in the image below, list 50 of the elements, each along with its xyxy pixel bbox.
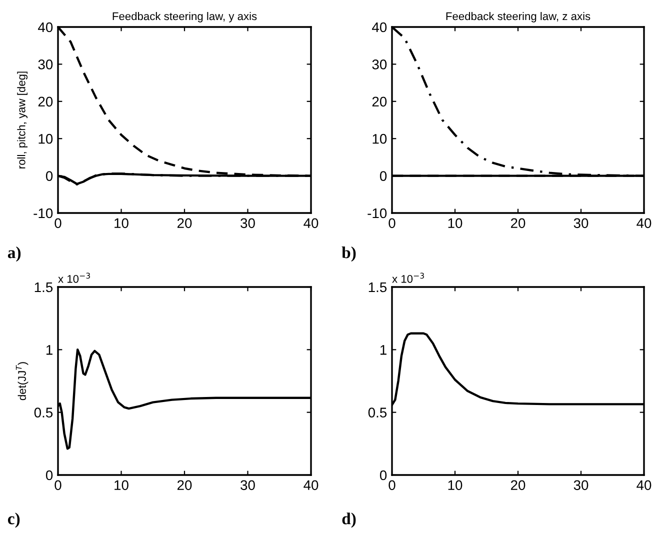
y-tick-label: 0 — [380, 171, 387, 181]
y-tick-label: 0.5 — [34, 408, 53, 418]
y-axis-title: roll, pitch, yaw [deg] — [17, 72, 28, 168]
y-tick-label: 40 — [372, 22, 387, 32]
text: c) — [8, 512, 20, 528]
text: x 10$^{−3}$ — [58, 272, 90, 283]
text: d) — [342, 512, 356, 528]
y-tick-label: 20 — [38, 96, 53, 107]
x-tick-label: 10 — [114, 218, 128, 228]
x-tick-label: 40 — [304, 218, 318, 228]
y-tick-label: 10 — [372, 134, 387, 144]
x-tick-label: 10 — [114, 480, 128, 490]
y-tick-label: 30 — [372, 60, 387, 70]
x-tick-label: 20 — [510, 480, 526, 490]
y-tick-label: -10 — [368, 208, 387, 218]
x-tick-label: 10 — [448, 218, 462, 228]
y-tick-label: 0.5 — [368, 408, 387, 418]
x-tick-label: 30 — [574, 480, 588, 490]
chart-title: Feedback steering law, y axis — [112, 12, 257, 22]
y-tick-label: -10 — [34, 208, 53, 218]
y-tick-label: 20 — [372, 96, 387, 107]
text: b) — [342, 246, 356, 262]
x-tick-label: 20 — [177, 218, 192, 228]
y-tick-label: 0 — [46, 171, 53, 181]
x-tick-label: 20 — [177, 480, 192, 490]
x-tick-label: 0 — [388, 218, 396, 228]
y-tick-label: 10 — [38, 134, 53, 144]
y-tick-label: 0 — [46, 470, 53, 480]
y-tick-label: 1 — [46, 345, 52, 355]
x-tick-label: 40 — [636, 218, 652, 228]
x-tick-label: 20 — [510, 218, 526, 228]
x-tick-label: 30 — [240, 218, 255, 228]
x-tick-label: 0 — [54, 480, 62, 490]
x-tick-label: 40 — [304, 480, 318, 490]
chart-title: Feedback steering law, z axis — [446, 12, 590, 22]
x-tick-label: 10 — [448, 480, 462, 490]
y-tick-label: 30 — [38, 60, 53, 70]
x-tick-label: 30 — [574, 218, 588, 228]
y-tick-label: 1.5 — [368, 282, 387, 292]
x-tick-label: 0 — [388, 480, 396, 490]
y-tick-label: 40 — [38, 22, 53, 32]
y-tick-label: 1 — [380, 345, 386, 355]
x-tick-label: 40 — [636, 480, 652, 490]
y-axis-title: det(JJ$^{T}$) — [16, 362, 28, 400]
y-tick-label: 1.5 — [34, 282, 53, 292]
text: a) — [8, 246, 21, 262]
x-tick-label: 0 — [54, 218, 62, 228]
y-tick-label: 0 — [380, 470, 387, 480]
x-tick-label: 30 — [240, 480, 255, 490]
text: x 10$^{−3}$ — [392, 272, 424, 283]
